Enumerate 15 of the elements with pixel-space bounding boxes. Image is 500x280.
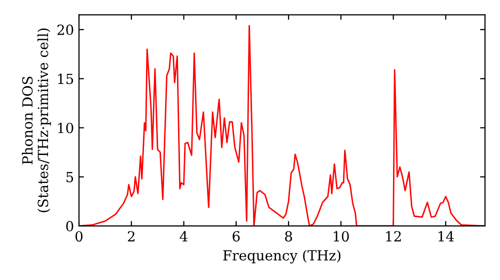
y-tick-label: 20 [57,24,74,36]
y-tick-label: 0 [66,220,74,232]
x-tick-label: 14 [438,231,454,242]
x-tick-label: 2 [128,231,134,242]
x-tick-label: 8 [285,231,292,242]
x-tick-label: 6 [232,231,240,242]
x-tick-label: 12 [386,231,401,242]
y-tick-label: 5 [66,172,74,182]
y-tick-label: 10 [58,122,74,134]
x-tick-label: 0 [75,231,82,242]
x-tick-label: 10 [334,231,349,242]
x-axis-title: Frequency (THz) [223,250,340,264]
x-tick-label: 4 [180,231,188,242]
y-axis-title: Phonon DOS (States/THz·primitive cell) [22,28,51,212]
y-tick-label: 15 [58,74,74,84]
